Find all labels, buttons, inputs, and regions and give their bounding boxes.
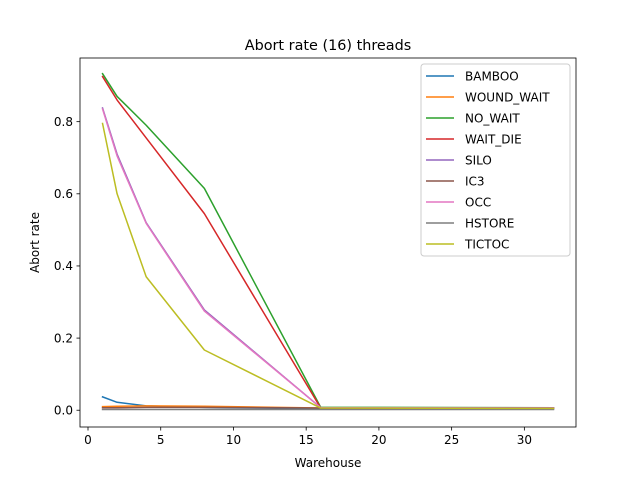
legend-label: IC3 <box>465 174 485 188</box>
legend-label: SILO <box>465 153 492 167</box>
axis-ticks: 0 5 10 15 20 25 30 0.0 0.2 0.4 0.6 0.8 <box>54 115 532 447</box>
legend-label: HSTORE <box>465 216 514 230</box>
y-tick-label: 0.0 <box>54 404 73 418</box>
legend-label: NO_WAIT <box>465 111 520 125</box>
axes-frame <box>79 57 577 428</box>
legend-label: WOUND_WAIT <box>465 90 550 104</box>
legend-label: BAMBOO <box>465 69 519 83</box>
x-tick-label: 15 <box>299 433 314 447</box>
legend-box <box>420 63 571 257</box>
x-tick-label: 0 <box>84 433 92 447</box>
y-tick-label: 0.4 <box>54 259 73 273</box>
legend-label: OCC <box>465 195 491 209</box>
chart-title: Abort rate (16) threads <box>245 38 412 54</box>
plot-area <box>101 72 555 411</box>
legend: BAMBOO WOUND_WAIT NO_WAIT WAIT_DIE SILO IC3 OC… <box>420 63 571 257</box>
legend-label: WAIT_DIE <box>465 132 522 146</box>
y-axis-label: Abort rate <box>28 212 42 273</box>
series-line-tictoc <box>101 122 555 410</box>
x-tick-label: 10 <box>226 433 241 447</box>
y-tick-label: 0.2 <box>54 331 73 345</box>
legend-label: TICTOC <box>464 237 509 251</box>
x-tick-label: 5 <box>157 433 165 447</box>
x-tick-label: 30 <box>517 433 532 447</box>
x-tick-label: 25 <box>444 433 459 447</box>
x-tick-label: 20 <box>371 433 386 447</box>
x-axis-label: Warehouse <box>295 456 362 470</box>
y-tick-label: 0.8 <box>54 115 73 129</box>
y-tick-label: 0.6 <box>54 187 73 201</box>
